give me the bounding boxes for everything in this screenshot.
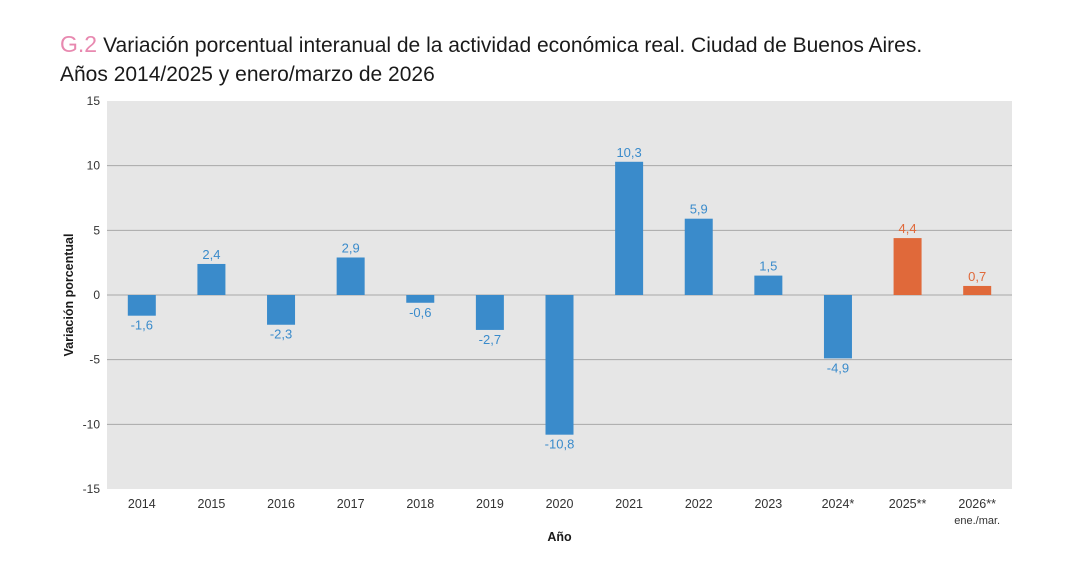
x-tick-label: 2022 — [685, 497, 713, 511]
bar-value-label: -1,6 — [131, 318, 153, 333]
bar — [615, 161, 644, 295]
bar — [545, 295, 574, 435]
y-tick-label: 10 — [87, 159, 101, 173]
x-axis-categories: 2014 2015 2016 2017 2018 2019 2020 2021 2022 2023… — [128, 497, 1000, 527]
y-tick-label: 5 — [93, 223, 100, 237]
x-tick-label: 2015 — [198, 497, 226, 511]
value-labels: -1,6 2,4 -2,3 2,9 -0,6 -2,7 -10,8 10,3 5,9 1,5 -4,… — [131, 145, 987, 452]
bar-value-label: -10,8 — [545, 437, 575, 452]
bars — [127, 161, 992, 435]
x-tick-label: 2014 — [128, 497, 156, 511]
x-tick-sublabel: ene./mar. — [954, 515, 1000, 527]
y-tick-label: 0 — [93, 288, 100, 302]
bar-value-label: 4,4 — [899, 221, 917, 236]
bar — [823, 295, 852, 359]
y-tick-label: -10 — [83, 417, 101, 431]
x-tick-label: 2024* — [822, 497, 855, 511]
bar-value-label: 10,3 — [616, 145, 641, 160]
y-axis-title: Variación porcentual — [62, 234, 76, 357]
title-text-1: Variación porcentual interanual de la ac… — [103, 34, 923, 57]
x-tick-label: 2025** — [889, 497, 927, 511]
bar-value-label: 5,9 — [690, 202, 708, 217]
bar — [127, 295, 156, 316]
x-tick-label: 2018 — [406, 497, 434, 511]
bar-value-label: -0,6 — [409, 305, 431, 320]
bar — [963, 285, 992, 295]
bar — [893, 238, 922, 295]
bar — [684, 218, 713, 295]
bar — [267, 295, 296, 325]
bar — [475, 295, 504, 330]
y-tick-label: 15 — [87, 94, 101, 108]
x-tick-label: 2017 — [337, 497, 365, 511]
x-tick-label: 2023 — [754, 497, 782, 511]
x-tick-label: 2026** — [958, 497, 996, 511]
bar-value-label: -2,7 — [479, 332, 501, 347]
bar — [197, 263, 226, 295]
bar-value-label: 2,9 — [342, 240, 360, 255]
y-tick-label: -15 — [83, 482, 101, 496]
x-tick-label: 2019 — [476, 497, 504, 511]
x-axis-title: Año — [547, 530, 572, 544]
bar-value-label: 1,5 — [759, 259, 777, 274]
bar — [336, 257, 365, 295]
y-tick-label: -5 — [89, 353, 100, 367]
chart-title-line-1: G.2 Variación porcentual interanual de la… — [60, 30, 1050, 60]
bar-value-label: -4,9 — [827, 360, 849, 375]
y-axis-ticks: 15 10 5 0 -5 -10 -15 — [83, 94, 101, 496]
bar — [406, 295, 435, 303]
bar-value-label: -2,3 — [270, 327, 292, 342]
x-tick-label: 2020 — [546, 497, 574, 511]
x-tick-label: 2021 — [615, 497, 643, 511]
bar-value-label: 0,7 — [968, 269, 986, 284]
bar-value-label: 2,4 — [202, 247, 220, 262]
figure-code: G.2 — [60, 31, 98, 57]
chart-title-line-2: Años 2014/2025 y enero/marzo de 2026 — [60, 63, 435, 86]
bar — [754, 275, 783, 295]
chart-title: G.2 Variación porcentual interanual de la… — [60, 30, 1050, 89]
x-tick-label: 2016 — [267, 497, 295, 511]
